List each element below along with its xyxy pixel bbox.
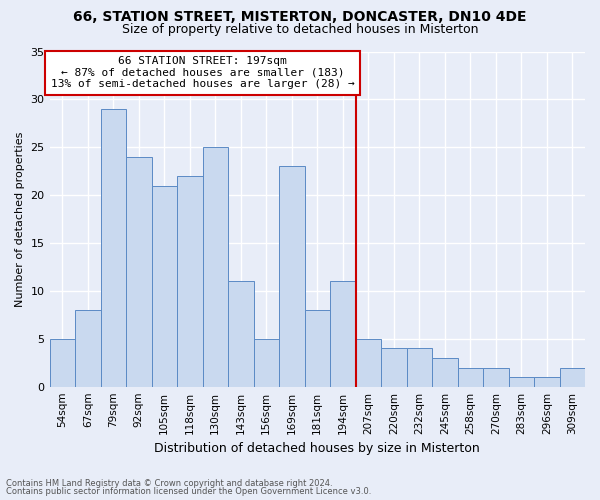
Bar [279,166,305,386]
Y-axis label: Number of detached properties: Number of detached properties [15,132,25,307]
Bar [50,339,75,386]
Bar [458,368,483,386]
Bar [381,348,407,387]
Bar [75,310,101,386]
Bar [407,348,432,387]
Bar [432,358,458,386]
Bar [560,368,585,386]
Text: 66, STATION STREET, MISTERTON, DONCASTER, DN10 4DE: 66, STATION STREET, MISTERTON, DONCASTER… [73,10,527,24]
Bar [126,157,152,386]
Bar [509,377,534,386]
Bar [101,109,126,386]
Bar [177,176,203,386]
Text: Size of property relative to detached houses in Misterton: Size of property relative to detached ho… [122,22,478,36]
Bar [483,368,509,386]
Text: 66 STATION STREET: 197sqm
← 87% of detached houses are smaller (183)
13% of semi: 66 STATION STREET: 197sqm ← 87% of detac… [50,56,355,90]
Text: Contains HM Land Registry data © Crown copyright and database right 2024.: Contains HM Land Registry data © Crown c… [6,478,332,488]
Bar [228,282,254,387]
Bar [534,377,560,386]
Bar [152,186,177,386]
Bar [254,339,279,386]
Bar [203,148,228,386]
Bar [305,310,330,386]
Bar [356,339,381,386]
X-axis label: Distribution of detached houses by size in Misterton: Distribution of detached houses by size … [154,442,480,455]
Bar [330,282,356,387]
Text: Contains public sector information licensed under the Open Government Licence v3: Contains public sector information licen… [6,487,371,496]
